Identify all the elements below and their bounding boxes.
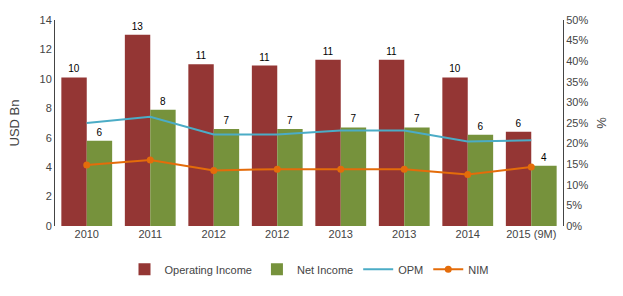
svg-text:14: 14 (40, 14, 52, 26)
svg-text:15%: 15% (566, 158, 588, 170)
svg-text:2012: 2012 (265, 228, 289, 240)
svg-text:8: 8 (46, 102, 52, 114)
svg-text:6: 6 (516, 118, 522, 129)
svg-text:6: 6 (477, 121, 483, 132)
svg-text:8: 8 (160, 96, 166, 107)
svg-text:0%: 0% (566, 220, 582, 232)
svg-text:7: 7 (414, 113, 420, 124)
svg-text:2010: 2010 (75, 228, 99, 240)
svg-text:2011: 2011 (138, 228, 162, 240)
svg-text:40%: 40% (566, 55, 588, 67)
svg-text:0: 0 (46, 220, 52, 232)
svg-text:5%: 5% (566, 199, 582, 211)
svg-text:USD Bn: USD Bn (7, 100, 22, 147)
svg-text:30%: 30% (566, 96, 588, 108)
svg-text:%: % (594, 117, 609, 129)
svg-text:7: 7 (223, 115, 229, 126)
svg-text:2014: 2014 (456, 228, 480, 240)
svg-text:7: 7 (287, 115, 293, 126)
svg-text:2012: 2012 (202, 228, 226, 240)
svg-text:4: 4 (541, 152, 547, 163)
svg-text:10: 10 (68, 63, 80, 74)
svg-text:11: 11 (259, 52, 270, 63)
svg-text:11: 11 (323, 46, 334, 57)
svg-text:4: 4 (46, 161, 52, 173)
svg-text:10: 10 (449, 63, 461, 74)
svg-text:10%: 10% (566, 179, 588, 191)
svg-text:2: 2 (46, 190, 52, 202)
svg-text:NIM: NIM (468, 264, 488, 276)
svg-text:6: 6 (96, 127, 102, 138)
svg-text:2013: 2013 (392, 228, 416, 240)
svg-text:Operating Income: Operating Income (165, 264, 252, 276)
svg-text:10: 10 (40, 73, 52, 85)
svg-text:13: 13 (132, 21, 144, 32)
svg-text:45%: 45% (566, 34, 588, 46)
svg-text:2015 (9M): 2015 (9M) (506, 228, 556, 240)
svg-text:2013: 2013 (329, 228, 353, 240)
svg-text:11: 11 (196, 50, 207, 61)
svg-text:25%: 25% (566, 117, 588, 129)
svg-text:7: 7 (350, 113, 356, 124)
svg-text:11: 11 (386, 46, 397, 57)
svg-text:Net Income: Net Income (297, 264, 353, 276)
svg-text:6: 6 (46, 132, 52, 144)
svg-text:20%: 20% (566, 137, 588, 149)
svg-text:12: 12 (40, 43, 52, 55)
svg-text:OPM: OPM (398, 264, 423, 276)
svg-text:35%: 35% (566, 76, 588, 88)
svg-text:50%: 50% (566, 14, 588, 26)
